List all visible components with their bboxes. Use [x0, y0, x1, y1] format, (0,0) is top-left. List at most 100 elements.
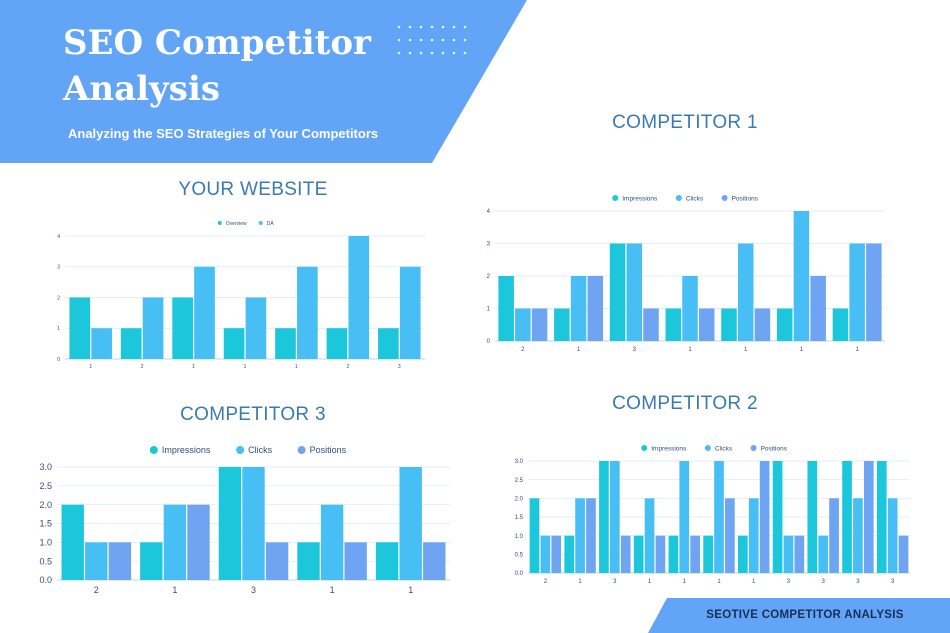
bar-overview: [172, 297, 193, 359]
y-tick-label: 4: [487, 209, 491, 215]
legend-dot: [297, 446, 306, 454]
chart-svg: 0 1 2 3 4 1 2 1 1 1 2 3 Overview DA: [57, 221, 425, 370]
bar-positions: [265, 542, 289, 580]
bar-clicks: [737, 243, 754, 341]
bar-clicks: [575, 498, 585, 573]
bar-impressions: [842, 461, 852, 573]
bar-clicks: [793, 211, 810, 341]
bar-positions: [754, 308, 771, 341]
y-tick-label: 2: [57, 295, 60, 301]
bar-clicks: [242, 467, 265, 580]
y-tick-label: 3.0: [515, 459, 524, 465]
bar-positions: [794, 535, 805, 573]
bar-impressions: [375, 542, 399, 580]
bar-positions: [586, 498, 596, 573]
y-tick-label: 0: [487, 339, 491, 345]
chart-svg: 0 1 2 3 4 2 1 3 1 1 1 1 Impressions Clicks Positions: [487, 195, 885, 353]
x-tick-label: 1: [330, 585, 335, 595]
bar-positions: [344, 542, 367, 580]
bar-clicks: [163, 504, 187, 580]
y-tick-label: 0.0: [515, 571, 524, 577]
x-tick-label: 1: [648, 579, 652, 585]
legend-label: DA: [267, 221, 275, 227]
x-tick-label: 3: [822, 579, 826, 585]
y-tick-label: 3: [487, 242, 491, 248]
bar-clicks: [679, 461, 690, 573]
bar-overview: [223, 328, 245, 359]
y-tick-label: 4: [57, 234, 60, 240]
bar-clicks: [320, 504, 344, 580]
y-tick-label: 3: [57, 265, 60, 271]
x-tick-label: 1: [172, 585, 177, 595]
bar-clicks: [85, 542, 108, 580]
bar-positions: [863, 461, 874, 573]
header-banner: [0, 0, 527, 163]
bar-impressions: [876, 461, 887, 573]
x-tick-label: 2: [346, 364, 349, 370]
bar-impressions: [703, 535, 713, 573]
y-tick-label: 1.5: [515, 515, 524, 521]
bar-impressions: [738, 535, 748, 573]
y-tick-label: 1.5: [39, 519, 52, 529]
your-website-chart: 0 1 2 3 4 1 2 1 1 1 2 3 Overview DA: [40, 212, 435, 377]
bar-positions: [620, 535, 631, 573]
bar-positions: [423, 542, 446, 580]
legend-dot: [721, 195, 728, 201]
bar-impressions: [807, 461, 818, 573]
legend-label: Positions: [761, 445, 788, 452]
x-tick-label: 1: [855, 347, 859, 353]
x-tick-label: 1: [800, 347, 804, 353]
bar-impressions: [564, 535, 575, 573]
bar-overview: [120, 328, 142, 359]
bar-positions: [810, 276, 826, 341]
legend-label: Clicks: [248, 445, 272, 455]
bar-positions: [655, 535, 666, 573]
bar-impressions: [668, 535, 679, 573]
x-tick-label: 1: [192, 364, 195, 370]
bar-positions: [643, 308, 659, 341]
legend-dot: [641, 445, 648, 451]
bar-clicks: [515, 308, 531, 341]
x-tick-label: 1: [744, 347, 748, 353]
legend-label: Clicks: [686, 195, 704, 202]
bar-da: [91, 328, 112, 359]
competitor-1-chart: 0 1 2 3 4 2 1 3 1 1 1 1 Impressions Clicks Positions: [480, 188, 890, 358]
bar-da: [348, 236, 370, 359]
x-tick-label: 1: [688, 347, 692, 353]
bar-impressions: [609, 243, 626, 341]
competitor-3-chart: 0.0 0.5 1.0 1.5 2.0 2.5 3.0 2 1 3 1 1 Impressions Cli…: [30, 440, 455, 598]
legend-dot: [236, 446, 245, 454]
bar-clicks: [714, 461, 724, 573]
bar-positions: [108, 542, 132, 580]
legend-dot: [612, 195, 619, 201]
legend-label: Clicks: [715, 445, 733, 452]
x-tick-label: 2: [521, 347, 525, 353]
x-tick-label: 2: [94, 585, 99, 595]
bar-positions: [551, 535, 562, 573]
legend-label: Positions: [732, 195, 759, 202]
bar-impressions: [772, 461, 783, 573]
x-tick-label: 1: [717, 579, 721, 585]
bar-clicks: [783, 535, 794, 573]
x-tick-label: 3: [251, 585, 256, 595]
y-tick-label: 2: [487, 274, 491, 280]
competitor-2-title: COMPETITOR 2: [612, 393, 758, 414]
bar-impressions: [633, 535, 644, 573]
x-tick-label: 3: [856, 579, 860, 585]
page-title: SEO Competitor Analysis: [63, 20, 393, 112]
bar-impressions: [297, 542, 320, 580]
x-tick-label: 1: [295, 364, 298, 370]
y-tick-label: 3.0: [39, 462, 52, 472]
bar-impressions: [832, 308, 849, 341]
bar-clicks: [849, 243, 865, 341]
x-tick-label: 3: [398, 364, 401, 370]
chart-svg: 0.0 0.5 1.0 1.5 2.0 2.5 3.0 2 1 3 1 1 1 1 3 3 3 3 Impressi…: [515, 445, 910, 585]
y-tick-label: 2.5: [515, 478, 524, 484]
y-tick-label: 0: [57, 357, 60, 363]
bar-impressions: [554, 308, 570, 341]
your-website-title: YOUR WEBSITE: [178, 179, 328, 200]
bar-positions: [866, 243, 882, 341]
x-tick-label: 3: [613, 579, 617, 585]
x-tick-label: 1: [752, 579, 756, 585]
y-tick-label: 0.0: [39, 575, 52, 585]
